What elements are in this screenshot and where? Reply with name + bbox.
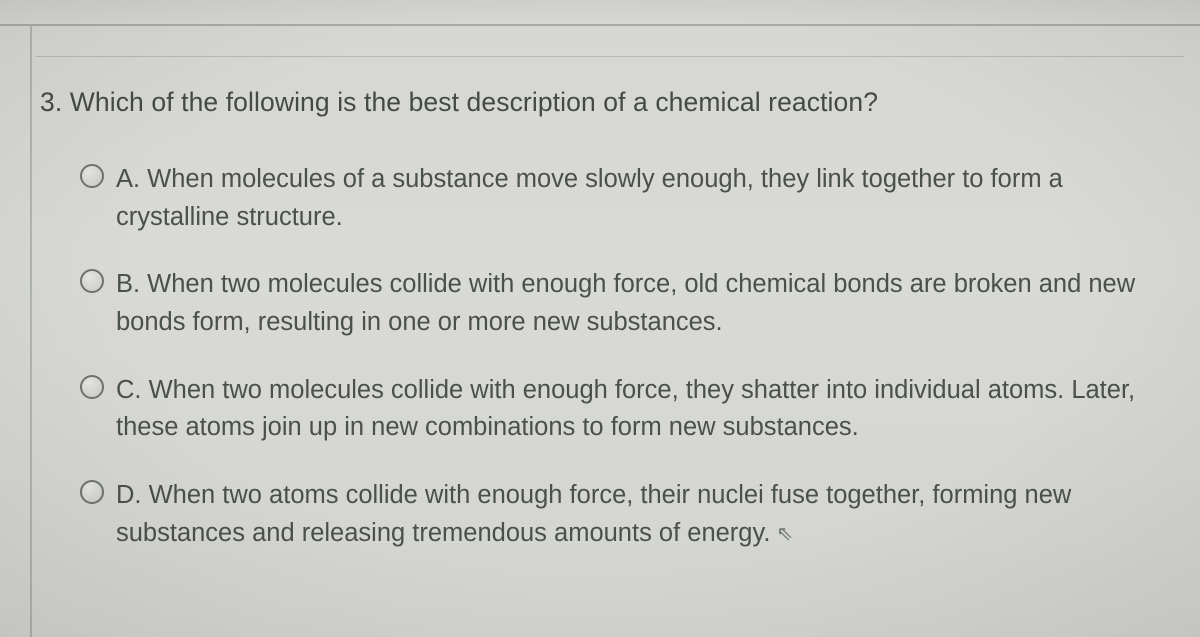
question-prompt: 3. Which of the following is the best de… bbox=[40, 85, 1184, 121]
options-group: A. When molecules of a substance move sl… bbox=[80, 161, 1178, 553]
radio-b-icon[interactable] bbox=[80, 269, 104, 293]
option-d[interactable]: D. When two atoms collide with enough fo… bbox=[80, 477, 1178, 552]
cursor-icon: ⇖ bbox=[776, 520, 793, 550]
option-b[interactable]: B. When two molecules collide with enoug… bbox=[80, 266, 1178, 341]
option-c-text: C. When two molecules collide with enoug… bbox=[116, 372, 1178, 447]
option-d-text-inner: D. When two atoms collide with enough fo… bbox=[116, 481, 1071, 547]
option-b-text: B. When two molecules collide with enoug… bbox=[116, 266, 1178, 341]
radio-c-icon[interactable] bbox=[80, 375, 104, 399]
radio-a-icon[interactable] bbox=[80, 164, 104, 188]
option-a-text: A. When molecules of a substance move sl… bbox=[116, 161, 1178, 236]
option-c[interactable]: C. When two molecules collide with enoug… bbox=[80, 372, 1178, 447]
question-block: 3. Which of the following is the best de… bbox=[36, 56, 1184, 565]
option-d-text: D. When two atoms collide with enough fo… bbox=[116, 477, 1178, 552]
radio-d-icon[interactable] bbox=[80, 480, 104, 504]
left-rail bbox=[0, 26, 32, 637]
frame-top-bar bbox=[0, 0, 1200, 26]
option-a[interactable]: A. When molecules of a substance move sl… bbox=[80, 161, 1178, 236]
content-area: 3. Which of the following is the best de… bbox=[0, 26, 1200, 637]
